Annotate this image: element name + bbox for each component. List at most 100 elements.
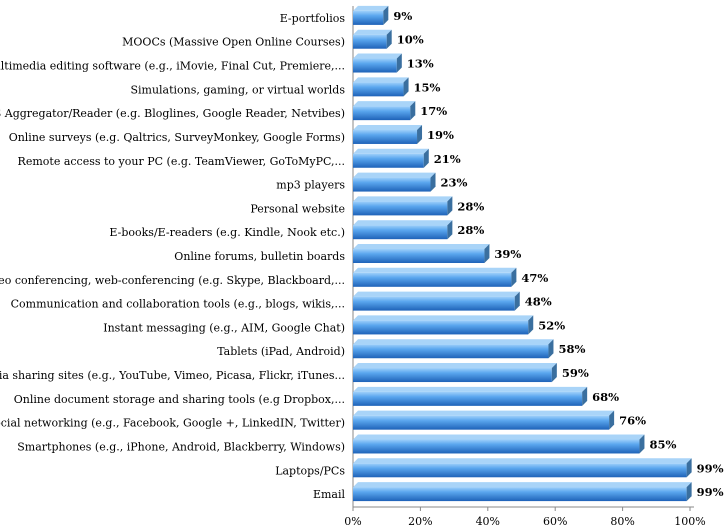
bar (353, 129, 418, 144)
bar-group (353, 220, 453, 240)
bar-side-face (423, 148, 429, 168)
bar (353, 391, 583, 406)
bar-side-face (383, 5, 389, 25)
bar-side-face (686, 458, 692, 478)
bar-side-face (484, 244, 490, 263)
category-label: Email (313, 488, 346, 501)
bar-top-face (353, 148, 429, 154)
bar-top-face (353, 267, 517, 273)
data-label: 9% (393, 9, 412, 23)
bar-top-face (353, 124, 423, 130)
bar-top-face (353, 29, 392, 35)
bar-top-face (353, 5, 389, 11)
bar-top-face (353, 196, 453, 202)
bar-side-face (582, 386, 588, 406)
bar-top-face (353, 410, 615, 416)
bar (353, 415, 610, 430)
bar (353, 344, 549, 359)
category-label: Tablets (iPad, Android) (217, 345, 345, 358)
bar-group (353, 244, 490, 263)
bar-top-face (353, 244, 490, 249)
data-label: 68% (592, 390, 619, 404)
data-label: 17% (420, 104, 447, 118)
x-tick-label: 100% (674, 515, 705, 528)
x-tick-label: 80% (610, 515, 634, 528)
bar (353, 320, 529, 335)
category-label: Smartphones (e.g., iPhone, Android, Blac… (17, 440, 345, 453)
data-label: 58% (558, 342, 585, 356)
bar (353, 225, 448, 240)
bar-group (353, 315, 534, 335)
bar-group (353, 29, 392, 49)
bar-group (353, 101, 416, 121)
bar (353, 368, 552, 383)
bar-group (353, 291, 520, 311)
bar-group (353, 124, 423, 144)
category-label: Multimedia editing software (e.g., iMovi… (0, 60, 345, 73)
bar-top-face (353, 172, 436, 178)
category-label: Instant messaging (e.g., AIM, Google Cha… (103, 321, 345, 334)
bar-side-face (417, 124, 423, 144)
category-label: Online document storage and sharing tool… (14, 393, 345, 406)
bar (353, 10, 384, 25)
category-label: Simulations, gaming, or virtual worlds (130, 83, 345, 96)
bar-side-face (639, 434, 645, 454)
bar-group (353, 77, 409, 97)
category-label: Social networking (e.g., Facebook, Googl… (0, 417, 345, 430)
bar-top-face (353, 386, 588, 392)
category-label: Media sharing sites (e.g., YouTube, Vime… (0, 369, 345, 382)
bar-side-face (609, 410, 615, 430)
bar-top-face (353, 458, 692, 464)
bar (353, 82, 404, 97)
data-label: 59% (562, 366, 589, 380)
data-label: 21% (434, 152, 461, 166)
bar-side-face (430, 172, 436, 192)
category-label: Online surveys (e.g. Qaltrics, SurveyMon… (9, 131, 345, 144)
plot-area: E-portfolios 9% MOOCs (Massive Open Online… (0, 5, 724, 528)
category-label: E-portfolios (280, 12, 346, 25)
bar-group (353, 148, 429, 168)
bar-group (353, 434, 645, 454)
bar-side-face (386, 29, 392, 49)
category-label: RSS Aggregator/Reader (e.g. Bloglines, G… (0, 107, 345, 120)
bar-group (353, 339, 554, 359)
category-label: Online forums, bulletin boards (174, 250, 345, 263)
bar-side-face (551, 363, 557, 383)
x-tick-label: 40% (476, 515, 500, 528)
bar (353, 487, 687, 502)
category-label: Remote access to your PC (e.g. TeamViewe… (18, 155, 345, 168)
bar-side-face (514, 291, 520, 311)
data-label: 28% (457, 223, 484, 237)
bar (353, 34, 387, 49)
data-label: 99% (697, 461, 724, 475)
category-label: Communication and collaboration tools (e… (11, 298, 345, 311)
bar-group (353, 267, 517, 287)
bar-top-face (353, 339, 554, 345)
data-label: 76% (619, 414, 646, 428)
bar (353, 153, 424, 168)
bar (353, 249, 485, 263)
data-label: 52% (538, 318, 565, 332)
x-tick-label: 20% (408, 515, 432, 528)
bar-side-face (410, 101, 416, 121)
bar (353, 439, 640, 454)
bar-group (353, 458, 692, 478)
data-label: 85% (649, 437, 676, 451)
category-label: Video conferencing, web-conferencing (e.… (0, 274, 345, 287)
data-label: 28% (457, 199, 484, 213)
category-label: MOOCs (Massive Open Online Courses) (122, 36, 345, 49)
bar-top-face (353, 220, 453, 226)
bar-group (353, 410, 615, 430)
bar (353, 463, 687, 478)
data-label: 47% (521, 271, 548, 285)
bar-top-face (353, 315, 534, 321)
bar (353, 296, 515, 311)
bar-top-face (353, 101, 416, 107)
bar-side-face (396, 53, 402, 73)
bar-group (353, 363, 557, 383)
data-label: 19% (427, 128, 454, 142)
bar-top-face (353, 77, 409, 83)
data-label: 15% (414, 80, 441, 94)
bar-side-face (447, 196, 453, 216)
